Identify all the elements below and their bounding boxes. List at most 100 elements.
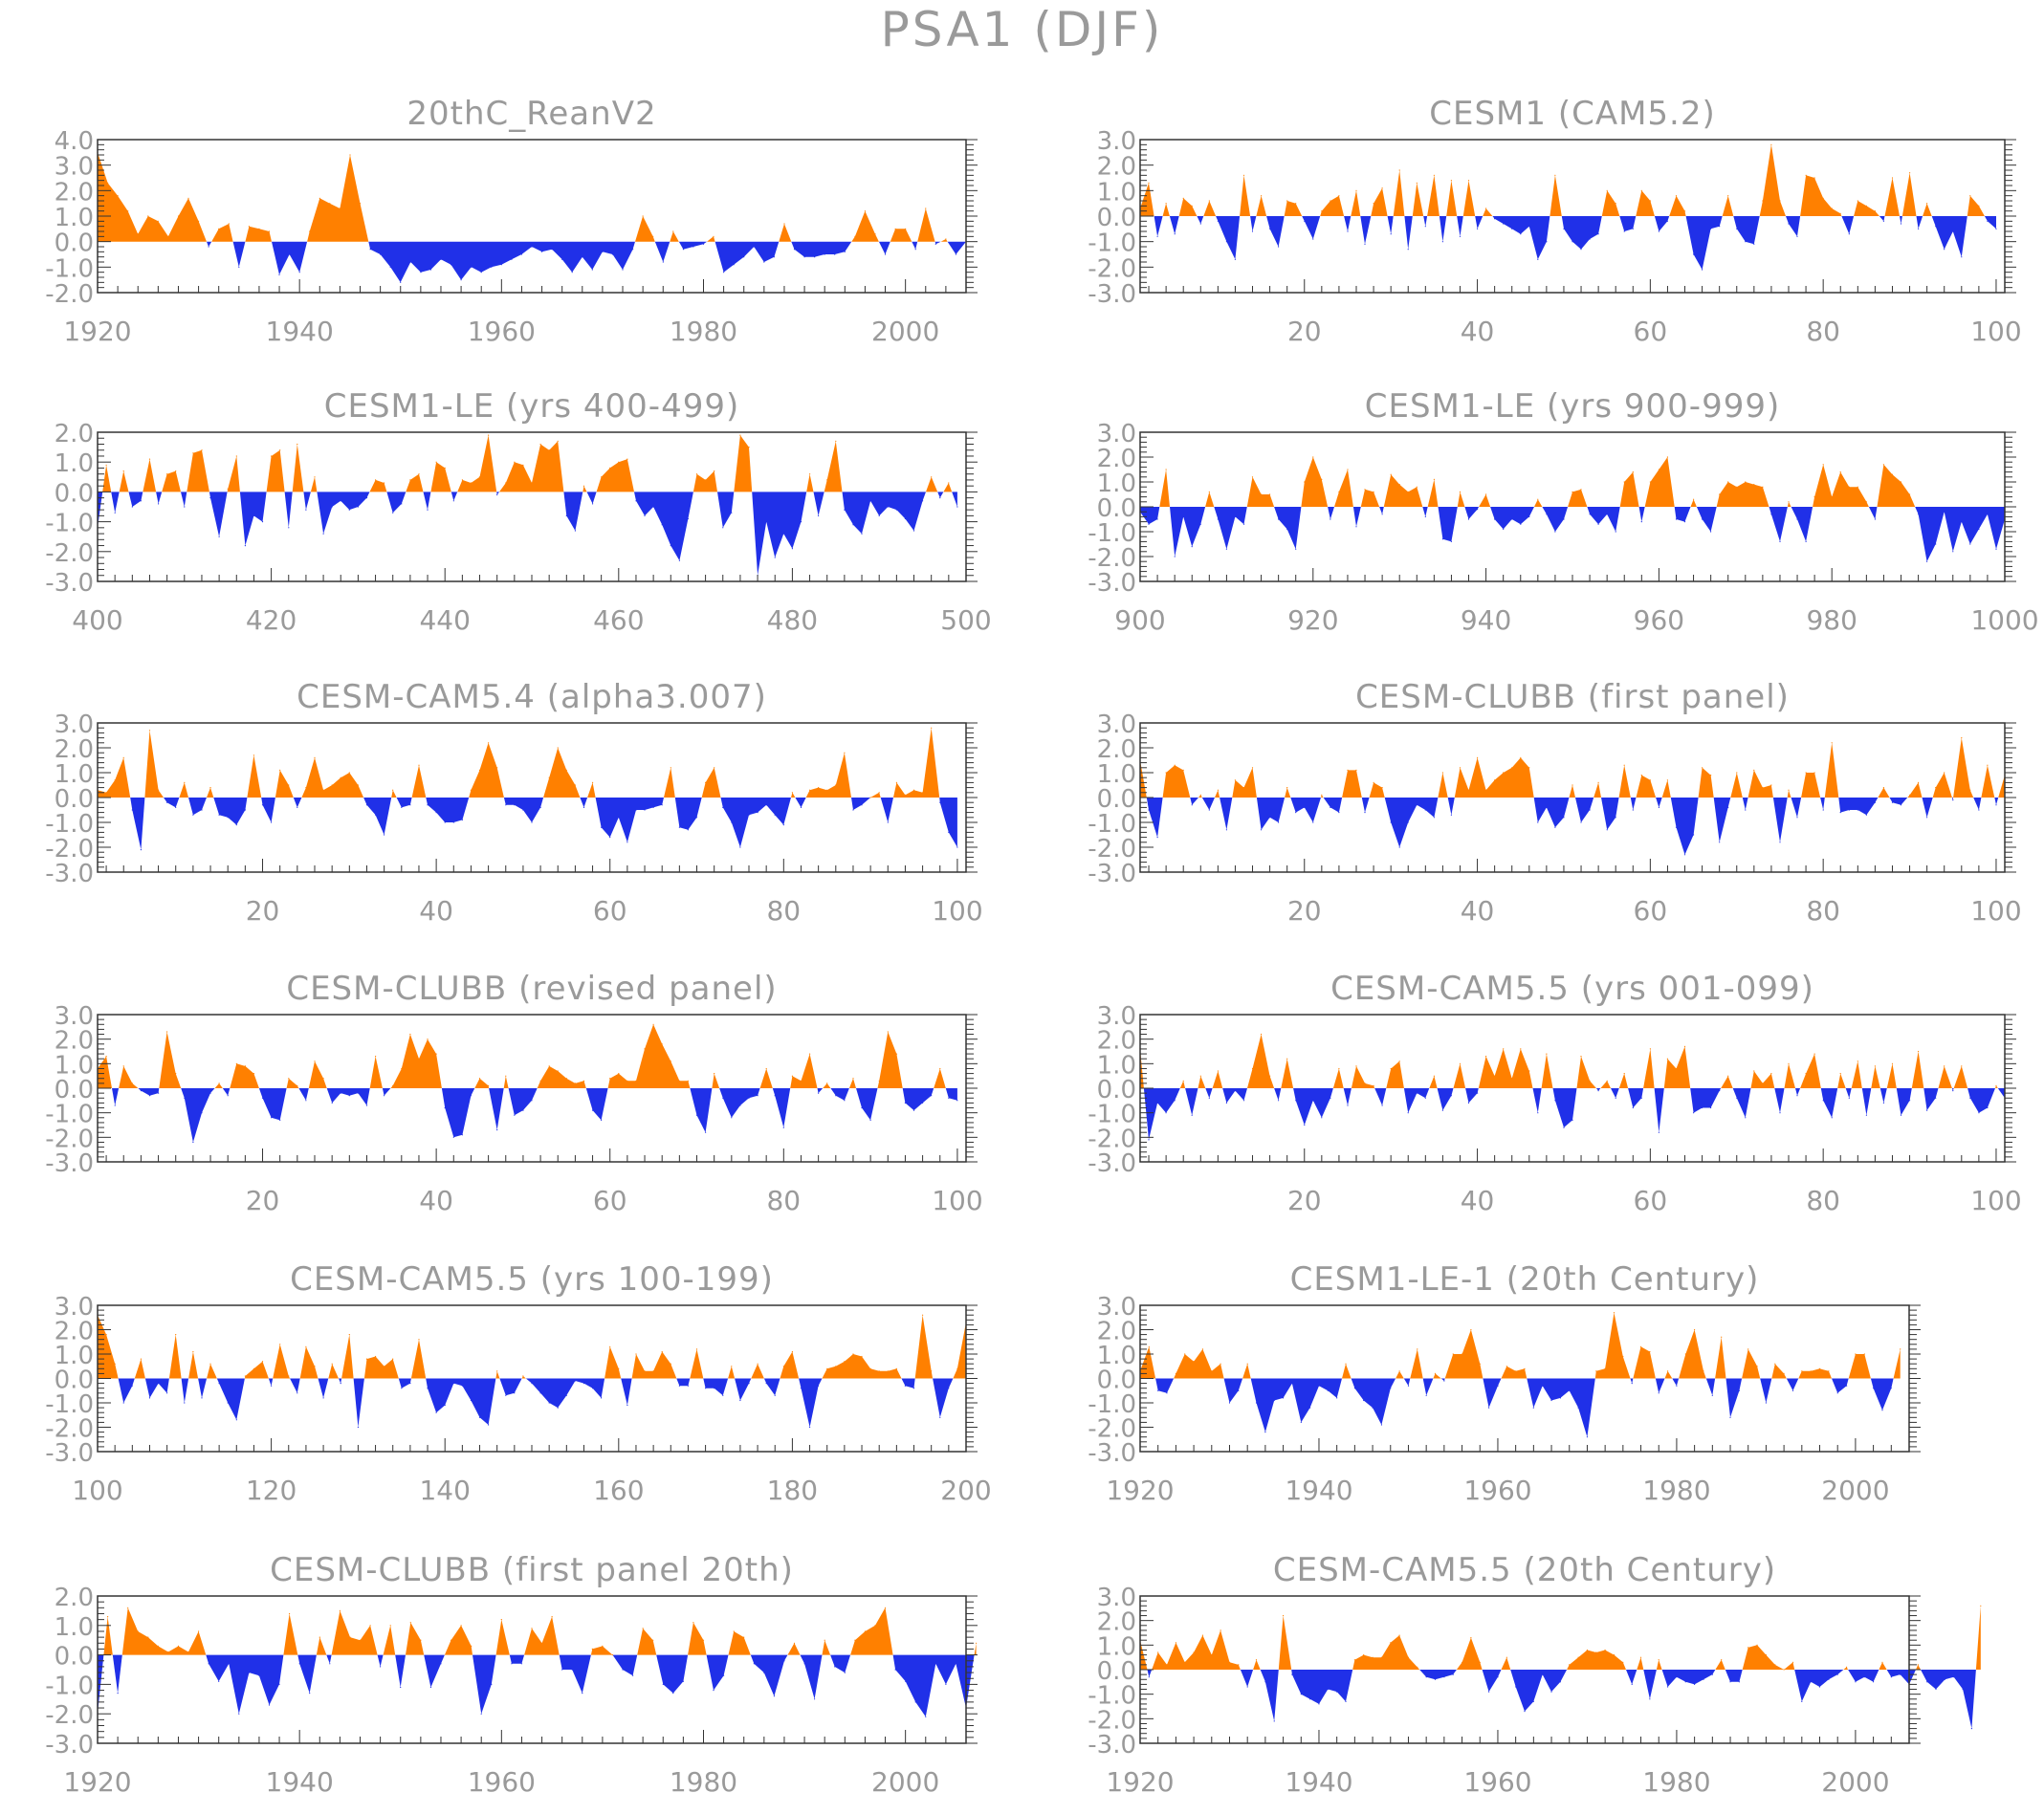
data-point: [1251, 476, 1254, 478]
data-point: [1485, 789, 1487, 791]
data-point: [1312, 456, 1314, 458]
chart-title: CESM-CAM5.5 (yrs 100-199): [290, 1260, 774, 1299]
data-point: [1372, 1407, 1374, 1409]
positive-segment: [227, 456, 240, 492]
data-point: [1987, 764, 1989, 766]
positive-segment: [934, 1068, 946, 1088]
data-point: [1805, 1073, 1807, 1075]
positive-segment: [179, 782, 188, 798]
x-tick-label: 1940: [1285, 1766, 1352, 1793]
data-point: [834, 1666, 836, 1668]
positive-segment: [207, 1364, 217, 1379]
data-point: [844, 1100, 846, 1102]
positive-segment: [1721, 1076, 1733, 1088]
data-point: [1166, 1664, 1168, 1666]
data-point: [514, 1392, 516, 1394]
positive-segment: [1240, 175, 1251, 216]
data-point: [1818, 1686, 1821, 1688]
positive-segment: [1360, 489, 1380, 507]
data-point: [922, 500, 924, 502]
negative-segment: [396, 798, 412, 808]
data-point: [1597, 233, 1599, 235]
positive-segment: [1879, 1662, 1887, 1670]
negative-segment: [1147, 1670, 1153, 1677]
positive-segment: [1813, 464, 1869, 507]
data-point: [705, 1131, 707, 1133]
positive-segment: [1679, 1329, 1706, 1379]
data-point: [1684, 1353, 1686, 1355]
data-point: [1783, 1372, 1785, 1374]
data-point: [1926, 560, 1928, 562]
positive-segment: [1383, 474, 1423, 507]
positive-segment: [1750, 1071, 1775, 1088]
negative-segment: [509, 1654, 525, 1664]
y-tick-label: 3.0: [1097, 711, 1136, 739]
negative-area: [1147, 1670, 1976, 1729]
data-point: [912, 530, 915, 532]
data-point: [1753, 769, 1755, 772]
data-point: [565, 1394, 567, 1396]
data-point: [733, 264, 735, 266]
y-tick-label: 2.0: [1097, 735, 1136, 764]
positive-segment: [823, 1082, 831, 1088]
data-point: [227, 1095, 229, 1097]
data-point: [140, 849, 142, 851]
data-point: [401, 503, 403, 505]
x-tick-label: 160: [593, 1475, 644, 1506]
data-point: [826, 789, 828, 791]
data-point: [1312, 238, 1314, 240]
data-point: [905, 228, 907, 230]
data-point: [1727, 1075, 1729, 1077]
data-point: [743, 1636, 745, 1638]
y-tick-label: -3.0: [1088, 1149, 1136, 1178]
y-tick-label: 3.0: [1097, 127, 1136, 156]
data-point: [1424, 515, 1426, 518]
x-tick-label: 60: [1634, 895, 1668, 927]
data-point: [1304, 220, 1306, 222]
positive-segment: [1798, 1368, 1832, 1379]
y-tick-label: -1.0: [45, 1101, 94, 1129]
positive-segment: [1412, 183, 1424, 216]
data-point: [1978, 528, 1980, 531]
negative-segment: [1725, 1670, 1743, 1682]
data-point: [1261, 493, 1263, 495]
data-point: [1865, 205, 1867, 207]
positive-segment: [637, 1628, 657, 1655]
negative-segment: [634, 492, 693, 561]
data-point: [687, 1385, 690, 1387]
data-point: [175, 470, 177, 472]
negative-segment: [382, 1088, 391, 1096]
data-point: [1736, 228, 1738, 230]
data-point: [1586, 1436, 1588, 1438]
data-point: [1174, 764, 1176, 766]
data-point: [592, 1109, 594, 1111]
data-point: [409, 1622, 411, 1624]
data-point: [228, 223, 230, 225]
data-point: [956, 846, 958, 848]
positive-area: [98, 1024, 946, 1088]
data-point: [1788, 1062, 1790, 1064]
data-point: [357, 1092, 359, 1094]
data-point: [1425, 1676, 1427, 1678]
data-point: [695, 1348, 698, 1350]
data-point: [452, 500, 454, 502]
negative-segment: [1967, 1088, 1995, 1113]
negative-segment: [317, 492, 370, 535]
negative-segment: [1795, 1088, 1801, 1096]
positive-segment: [791, 792, 796, 798]
positive-segment: [103, 1616, 113, 1655]
data-point: [1961, 521, 1963, 523]
data-point: [574, 530, 577, 532]
data-point: [1246, 1363, 1248, 1365]
negative-segment: [499, 1378, 522, 1396]
positive-segment: [712, 1073, 720, 1088]
data-point: [471, 266, 473, 268]
positive-segment: [1722, 195, 1734, 216]
negative-segment: [1240, 1670, 1254, 1687]
negative-segment: [586, 492, 597, 504]
data-point: [1729, 1416, 1731, 1418]
positive-segment: [1321, 795, 1324, 798]
x-tick-label: 1920: [63, 316, 131, 347]
negative-segment: [1772, 798, 1788, 842]
negative-area: [1143, 1088, 2005, 1140]
